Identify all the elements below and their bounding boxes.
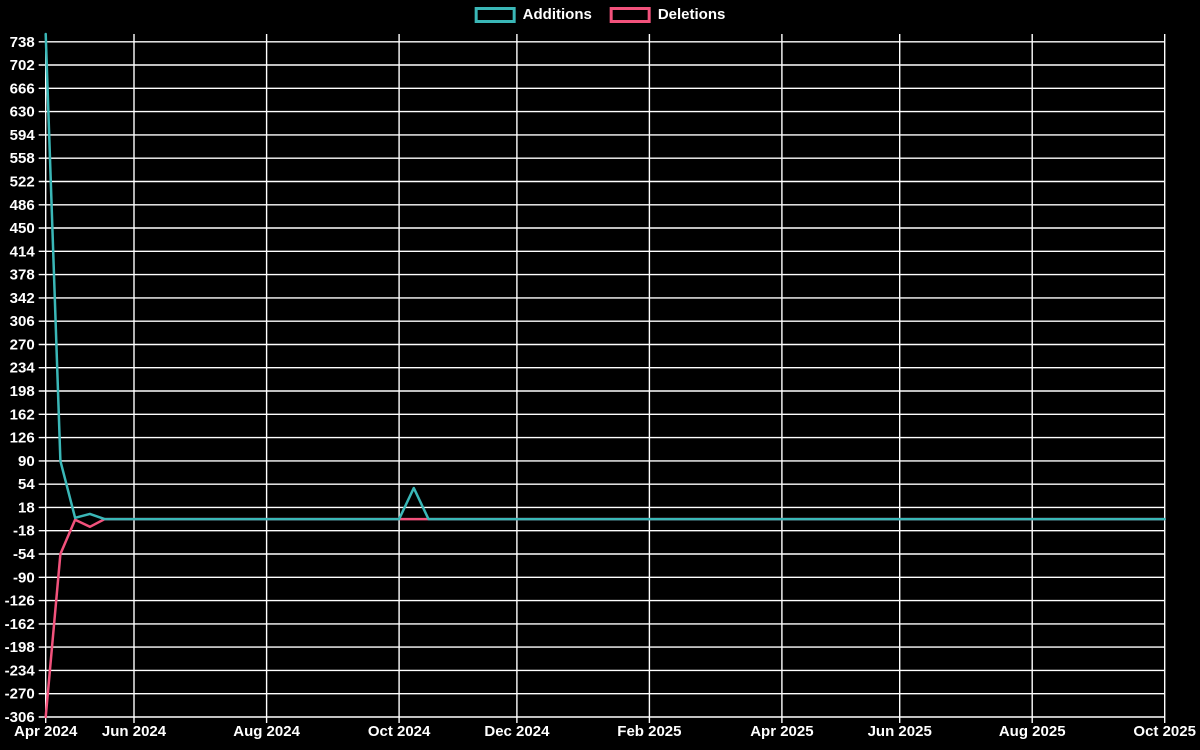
y-tick-label: 54 [18,476,35,493]
y-tick-label: 342 [10,290,35,307]
x-tick-label: Oct 2024 [368,723,431,740]
legend-label: Additions [522,6,592,23]
x-tick-label: Feb 2025 [617,723,681,740]
y-tick-label: 594 [10,127,36,144]
y-tick-label: -126 [5,593,35,610]
x-tick-label: Aug 2024 [233,723,300,740]
x-tick-label: Aug 2025 [999,723,1066,740]
y-tick-label: -90 [13,569,35,586]
x-tick-label: Jun 2024 [102,723,167,740]
legend-item-additions[interactable]: Additions [474,6,592,23]
y-tick-label: 198 [10,383,35,400]
y-tick-label: -54 [13,546,35,563]
x-tick-label: Dec 2024 [484,723,550,740]
legend-label: Deletions [657,6,726,23]
y-tick-label: -198 [5,639,35,656]
y-tick-label: 234 [10,360,36,377]
y-tick-label: 486 [10,197,35,214]
y-tick-label: 630 [10,104,35,121]
legend-swatch-0 [474,7,516,23]
x-tick-label: Oct 2025 [1133,723,1196,740]
y-tick-label: 522 [10,174,35,191]
y-tick-label: 306 [10,313,35,330]
legend-item-deletions[interactable]: Deletions [609,6,726,23]
y-tick-label: 162 [10,406,35,423]
y-tick-label: 126 [10,430,35,447]
y-tick-label: 18 [18,499,35,516]
y-tick-label: 414 [10,243,36,260]
x-tick-label: Jun 2025 [868,723,932,740]
x-tick-label: Apr 2024 [14,723,78,740]
legend-swatch-1 [609,7,651,23]
y-tick-label: 738 [10,34,35,51]
y-tick-label: -18 [13,523,35,540]
y-tick-label: 450 [10,220,35,237]
y-tick-label: -270 [5,686,35,703]
y-tick-label: 90 [18,453,35,470]
y-tick-label: 702 [10,57,35,74]
y-tick-label: -306 [5,709,35,726]
y-tick-label: 666 [10,80,35,97]
x-tick-label: Apr 2025 [750,723,813,740]
y-tick-label: -234 [5,662,36,679]
y-tick-label: 270 [10,337,35,354]
additions-line [44,32,1166,521]
y-tick-label: 378 [10,267,35,284]
y-tick-label: 558 [10,150,35,167]
y-tick-label: -162 [5,616,35,633]
legend: Additions Deletions [474,6,726,23]
deletions-line [44,517,1166,719]
